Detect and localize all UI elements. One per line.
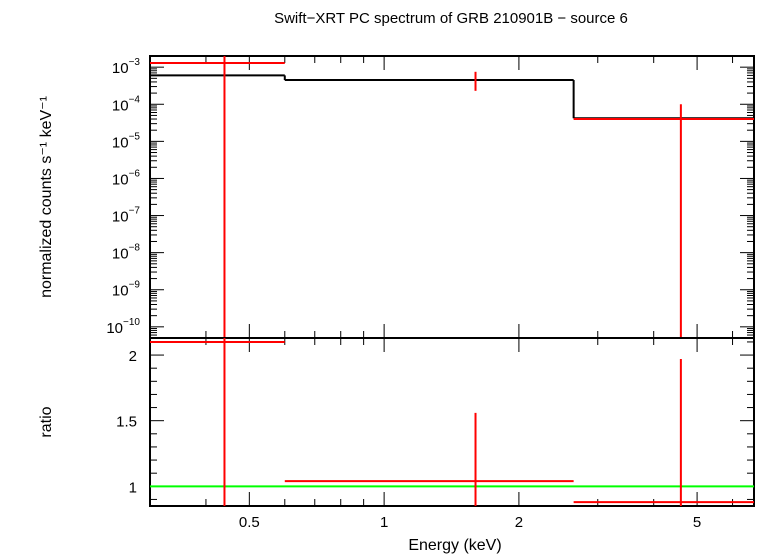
ratio-y-axis-label: ratio bbox=[38, 406, 55, 437]
y-tick-label: 10−5 bbox=[112, 131, 141, 151]
spectrum-panel-frame bbox=[149, 55, 755, 339]
y-tick-label: 10−10 bbox=[106, 317, 140, 337]
y-tick-label: 10−6 bbox=[112, 168, 141, 188]
y-tick-label: 2 bbox=[129, 348, 137, 365]
x-axis-label: Energy (keV) bbox=[408, 537, 501, 554]
y-tick-label: 1.5 bbox=[116, 414, 137, 431]
ratio-y-tick-labels: 11.52 bbox=[116, 348, 137, 496]
spectrum-panel: 10−3 10−4 10−5 10−6 10−7 10−8 10−9 10−10 normal… bbox=[38, 55, 755, 339]
model-curve bbox=[150, 74, 754, 120]
ratio-data-point bbox=[150, 338, 285, 506]
chart-title: Swift−XRT PC spectrum of GRB 210901B − s… bbox=[274, 10, 628, 27]
y-tick-label: 10−8 bbox=[112, 243, 141, 263]
spectrum-y-tick-labels: 10−3 10−4 10−5 10−6 10−7 10−8 10−9 10−10 bbox=[106, 57, 140, 337]
x-tick-labels: 0.5 1 2 5 bbox=[239, 514, 701, 531]
x-tick-label: 1 bbox=[380, 514, 388, 531]
y-tick-label: 10−9 bbox=[112, 280, 141, 300]
x-tick-label: 5 bbox=[693, 514, 701, 531]
y-tick-label: 1 bbox=[129, 479, 137, 496]
ratio-data-point bbox=[284, 412, 574, 506]
ratio-panel: 11.52 0.5 1 2 5 ratio Energy (keV) bbox=[38, 337, 755, 554]
ratio-panel-frame bbox=[149, 337, 755, 507]
y-tick-label: 10−3 bbox=[112, 57, 141, 77]
spectrum-data-point bbox=[573, 104, 754, 338]
spectrum-y-axis-label: normalized counts s⁻¹ keV⁻¹ bbox=[38, 96, 55, 298]
spectrum-data bbox=[150, 56, 754, 338]
y-tick-label: 10−4 bbox=[112, 94, 141, 114]
ratio-data bbox=[150, 338, 754, 506]
y-tick-label: 10−7 bbox=[112, 206, 141, 226]
ratio-data-point bbox=[573, 359, 754, 506]
spectrum-data-point bbox=[150, 56, 285, 338]
x-tick-label: 0.5 bbox=[239, 514, 260, 531]
x-tick-label: 2 bbox=[515, 514, 523, 531]
spectrum-panel-ticks bbox=[149, 55, 754, 338]
